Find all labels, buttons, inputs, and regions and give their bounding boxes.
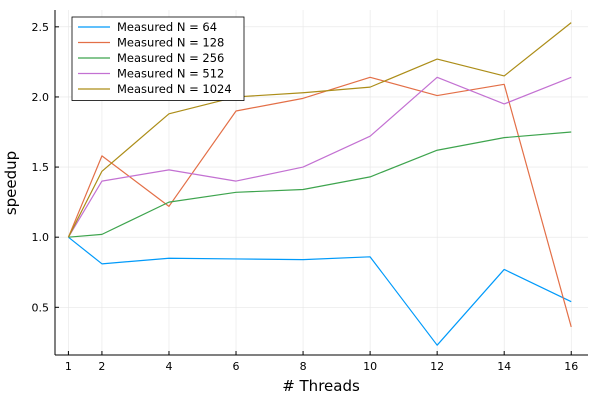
series-lines bbox=[67, 22, 572, 346]
series-line bbox=[67, 22, 572, 238]
y-axis-label: speedup bbox=[2, 151, 20, 215]
x-tick-label: 14 bbox=[497, 360, 511, 373]
series-line bbox=[67, 76, 572, 238]
legend-label: Measured N = 256 bbox=[117, 51, 224, 65]
x-tick-label: 8 bbox=[300, 360, 307, 373]
x-tick-label: 10 bbox=[363, 360, 377, 373]
y-tick-label: 0.5 bbox=[32, 301, 50, 314]
legend-label: Measured N = 64 bbox=[117, 20, 217, 34]
x-axis-label: # Threads bbox=[282, 377, 360, 395]
legend-label: Measured N = 512 bbox=[117, 67, 224, 81]
y-tick-label: 2.0 bbox=[32, 91, 50, 104]
grid bbox=[55, 10, 588, 355]
x-tick-label: 6 bbox=[233, 360, 240, 373]
x-tick-label: 1 bbox=[65, 360, 72, 373]
y-tick-label: 2.5 bbox=[32, 21, 50, 34]
legend-box bbox=[71, 16, 245, 101]
axes: 1 2 4 6 8 10 12 14 160.51.01.52.02.5 bbox=[32, 10, 588, 373]
legend-label: Measured N = 1024 bbox=[117, 82, 232, 96]
x-tick-label: 16 bbox=[564, 360, 578, 373]
x-tick-label: 2 bbox=[98, 360, 105, 373]
y-tick-label: 1.0 bbox=[32, 231, 50, 244]
series-line bbox=[68, 236, 572, 346]
x-tick-label: 12 bbox=[430, 360, 444, 373]
x-tick-label: 4 bbox=[165, 360, 172, 373]
series-line bbox=[67, 76, 572, 328]
legend-label: Measured N = 128 bbox=[117, 36, 224, 50]
series-line bbox=[68, 131, 572, 238]
y-tick-label: 1.5 bbox=[32, 161, 50, 174]
